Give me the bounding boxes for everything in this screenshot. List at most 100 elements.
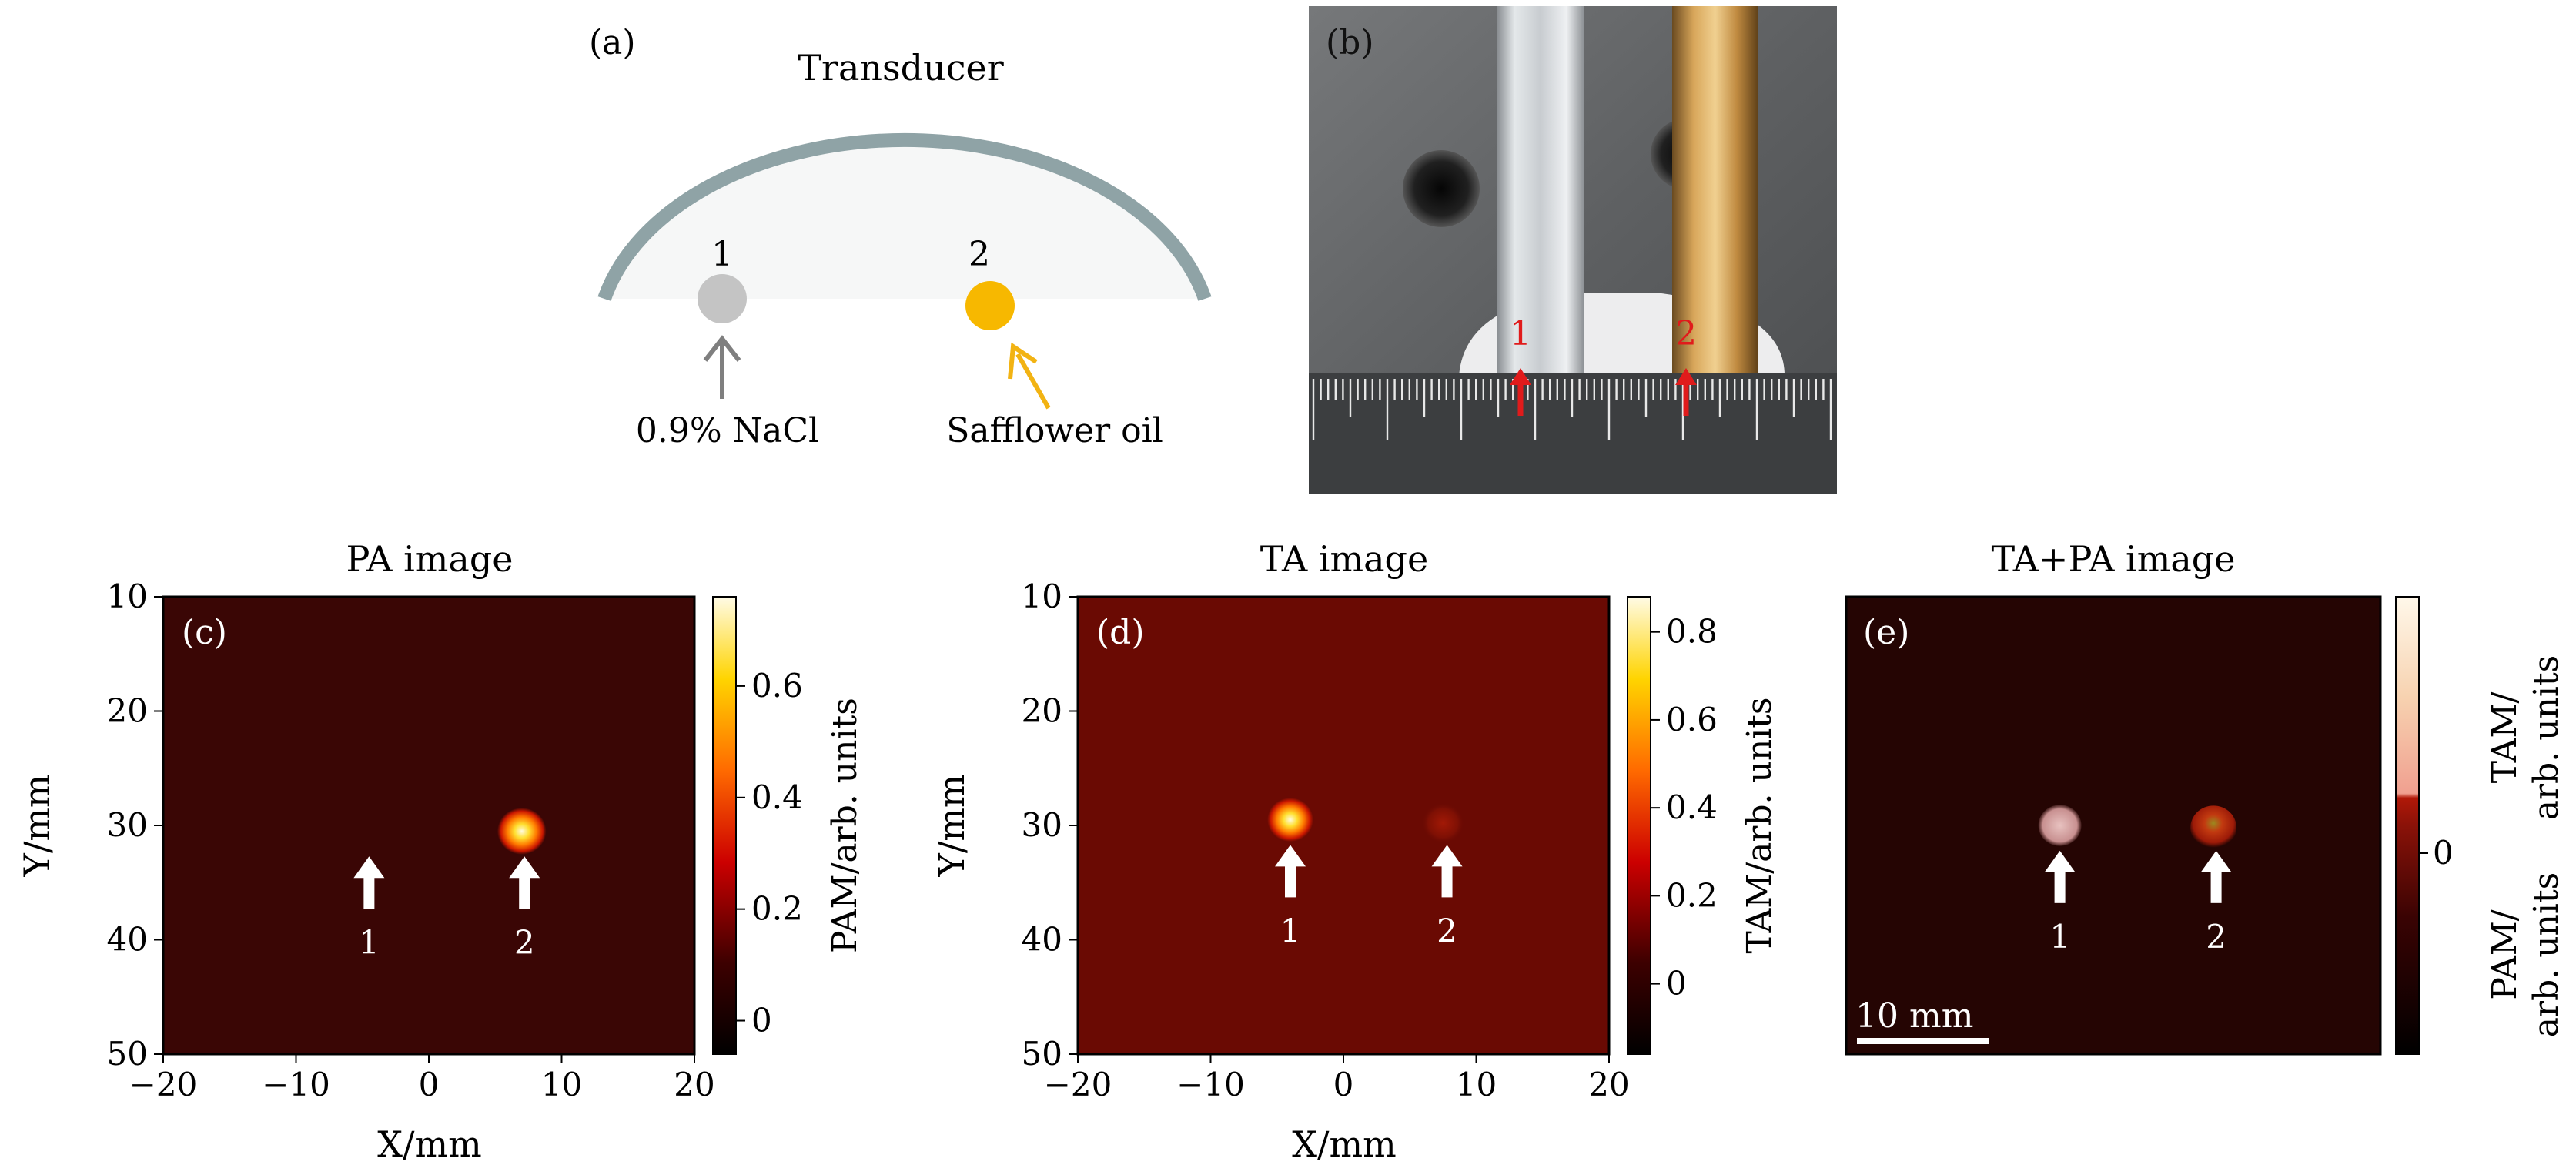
x-tick-label: 20 [674, 1066, 714, 1103]
sample-2-arrow-icon [1008, 342, 1051, 410]
heatmap-spot-1 [1267, 798, 1313, 842]
colorbar-tick-label: 0.8 [1666, 613, 1718, 651]
photo-glass-tube [1497, 6, 1584, 377]
annotation-arrow-1-icon [1275, 845, 1306, 898]
panel-e-spots [2038, 805, 2237, 850]
colorbar-tick-label: 0.2 [751, 890, 803, 928]
colorbar-tick-label: 0 [751, 1002, 772, 1039]
photo-oil-tube [1672, 6, 1758, 377]
y-tick-label: 20 [1022, 692, 1062, 730]
panel-e-colorbar-lower-label-1: PAM/ [2485, 909, 2524, 999]
scale-bar-label: 10 mm [1855, 996, 1973, 1036]
colorbar-tick-label: 0.4 [751, 778, 803, 816]
panel-e-colorbar-lower-label-2: arb. units [2527, 872, 2566, 1037]
x-tick-label: 10 [1456, 1066, 1497, 1103]
x-tick-label: 0 [1333, 1066, 1354, 1103]
y-tick-label: 50 [1022, 1035, 1062, 1073]
transducer-arc [597, 132, 1212, 301]
annotation-number-1: 1 [2049, 918, 2070, 956]
colorbar-tick-label: 0.6 [751, 667, 803, 705]
panel-e-label: (e) [1863, 613, 1909, 652]
panel-c-y-axis-label: Y/mm [16, 774, 58, 877]
panel-b-label: (b) [1326, 23, 1374, 62]
x-tick-label: 0 [419, 1066, 440, 1103]
annotation-arrow-1-icon [2044, 850, 2076, 903]
sample-1-number: 1 [711, 235, 733, 274]
x-tick-label: 10 [541, 1066, 582, 1103]
annotation-number-2: 2 [1437, 912, 1457, 949]
y-tick-label: 10 [107, 577, 148, 615]
panel-c-label: (c) [182, 613, 227, 652]
x-tick-label: 20 [1588, 1066, 1629, 1103]
sample-1-label: 0.9% NaCl [636, 411, 819, 450]
panel-d-title: TA image [1260, 538, 1428, 580]
transducer-field [604, 139, 1205, 299]
transducer-label: Transducer [798, 47, 1003, 89]
photo-marker-2-arrow-icon [1675, 368, 1697, 416]
panel-e-title: TA+PA image [1992, 538, 2236, 580]
colorbar-tick-label: 0 [1666, 965, 1687, 1003]
heatmap-spot-2 [1421, 802, 1465, 844]
panel-e-colorbar-upper-label-1: TAM/ [2485, 692, 2524, 784]
colorbar-tick-label: 0.4 [1666, 788, 1718, 826]
x-tick-label: −10 [262, 1066, 330, 1103]
scale-bar [1857, 1038, 1989, 1044]
panel-d-plot-area [1078, 597, 1609, 1054]
panel-c-colorbar-label: PAM/arb. units [825, 698, 865, 953]
panel-c-colorbar [712, 596, 737, 1055]
panel-e-colorbar [2395, 596, 2420, 1055]
sample-2-circle [965, 281, 1015, 330]
heatmap-spot-1 [497, 808, 547, 855]
panel-c-title: PA image [346, 538, 514, 580]
sample-1-circle [698, 274, 747, 323]
panel-c-x-axis-label: X/mm [377, 1123, 481, 1165]
panel-d-x-axis-label: X/mm [1292, 1123, 1396, 1165]
y-tick-label: 20 [107, 692, 148, 730]
panel-c-plot-area [163, 597, 694, 1054]
panel-e-colorbar-upper-label-2: arb. units [2527, 655, 2566, 820]
panel-a-schematic: (a) Transducer 1 2 0.9% NaCl Safflower o… [589, 23, 1212, 450]
colorbar-tick-label: 0.6 [1666, 701, 1718, 738]
y-tick-label: 10 [1022, 577, 1062, 615]
photo-screw-hole-left [1403, 150, 1480, 227]
panel-c-y-ticks: 10 20 30 40 50 [107, 577, 163, 1073]
y-tick-label: 50 [107, 1035, 148, 1073]
panel-e-frame [1845, 595, 2382, 1056]
annotation-arrow-1-icon [353, 856, 385, 909]
panel-c-spots [497, 808, 547, 855]
y-tick-label: 30 [107, 806, 148, 844]
heatmap-spot-1 [2038, 805, 2082, 846]
panel-d-colorbar [1627, 596, 1651, 1055]
colorbar-tick-label: 0.2 [1666, 876, 1718, 914]
y-tick-label: 40 [1022, 921, 1062, 959]
panel-d-y-ticks: 10 20 30 40 50 [1022, 577, 1078, 1073]
panel-d-spots [1267, 798, 1465, 844]
x-tick-label: −20 [1044, 1066, 1112, 1103]
annotation-number-2: 2 [514, 923, 535, 961]
heatmap-spot-2 [2190, 805, 2237, 850]
panel-b-photograph: (b) 1 2 [1309, 6, 1837, 494]
panel-e-colorbar-zero-label: 0 [2433, 834, 2454, 872]
photo-marker-2: 2 [1675, 314, 1697, 353]
sample-2-label: Safflower oil [946, 411, 1163, 450]
panel-c-x-ticks: −20 −10 0 10 20 [129, 1054, 715, 1103]
sample-2-number: 2 [969, 235, 990, 274]
annotation-number-2: 2 [2206, 918, 2226, 956]
x-tick-label: −20 [129, 1066, 198, 1103]
panel-d-x-ticks: −20 −10 0 10 20 [1044, 1054, 1630, 1103]
transducer-gap [866, 85, 943, 119]
panel-d-y-axis-label: Y/mm [931, 774, 972, 877]
panel-d-label: (d) [1096, 613, 1145, 652]
panel-d-colorbar-label: TAM/arb. units [1740, 697, 1779, 953]
y-tick-label: 40 [107, 921, 148, 959]
y-tick-label: 30 [1022, 806, 1062, 844]
annotation-number-1: 1 [359, 923, 380, 961]
photo-marker-1-arrow-icon [1510, 368, 1531, 416]
